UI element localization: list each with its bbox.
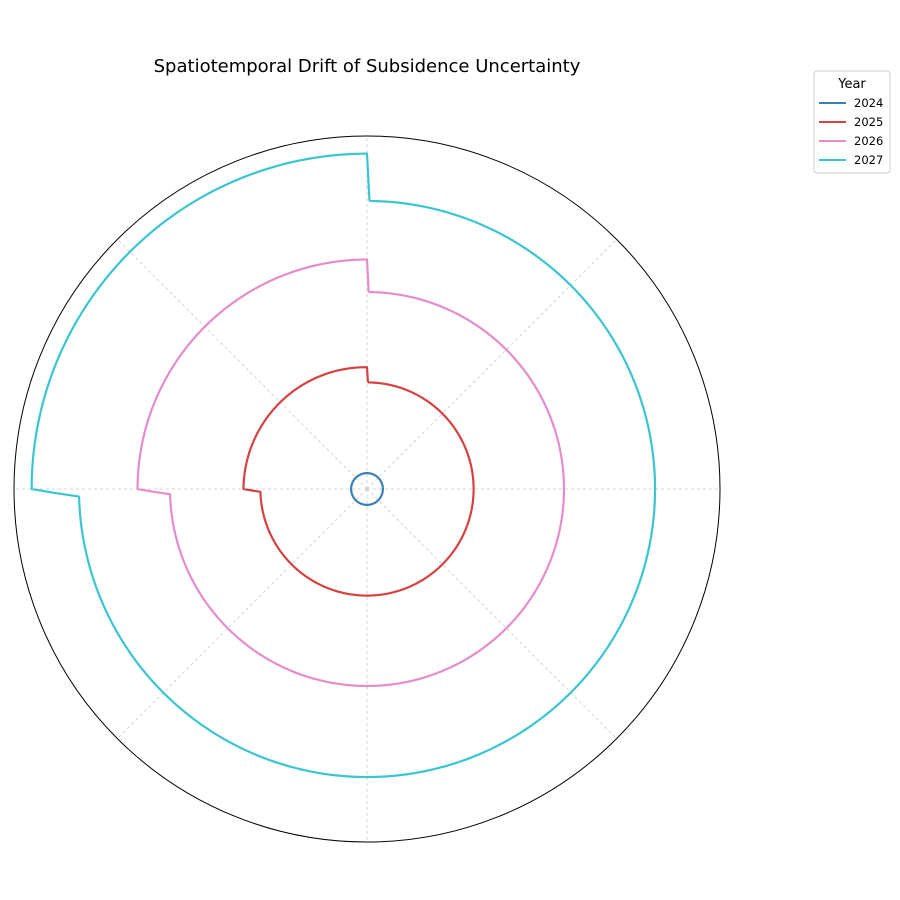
series-line-2026 <box>136 258 566 688</box>
polar-grid <box>13 135 721 843</box>
legend-frame <box>813 70 891 174</box>
series-line-2024 <box>350 472 384 506</box>
series-line-2027 <box>30 152 657 779</box>
legend-label-2025: 2025 <box>854 115 883 129</box>
angle-gridline-315 <box>117 239 368 490</box>
legend-label-2027: 2027 <box>854 153 883 167</box>
legend: Year 2024 2025 2026 2027 <box>813 70 891 174</box>
legend-items: 2024 2025 2026 2027 <box>819 96 883 167</box>
legend-label-2026: 2026 <box>854 134 883 148</box>
outer-ring <box>13 135 721 843</box>
legend-title: Year <box>837 77 866 92</box>
chart-title: Spatiotemporal Drift of Subsidence Uncer… <box>154 56 581 77</box>
angle-gridline-225 <box>117 488 368 739</box>
angle-gridline-135 <box>366 488 617 739</box>
series-layer <box>30 152 657 779</box>
angle-gridline-45 <box>366 239 617 490</box>
series-line-2025 <box>242 366 475 597</box>
legend-label-2024: 2024 <box>854 96 883 110</box>
